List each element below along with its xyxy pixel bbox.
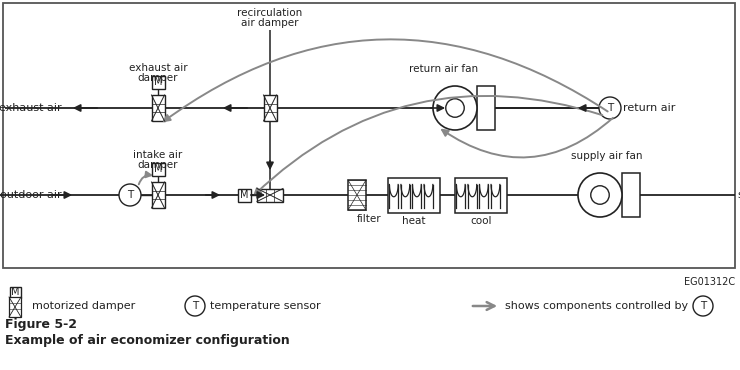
Text: air damper: air damper	[241, 18, 299, 28]
Text: EG01312C: EG01312C	[684, 277, 735, 287]
Text: exhaust air: exhaust air	[0, 103, 62, 113]
Text: Figure 5-2: Figure 5-2	[5, 318, 77, 331]
Bar	[9, 297, 21, 317]
Text: M: M	[154, 77, 162, 87]
Bar	[263, 95, 277, 121]
Circle shape	[599, 97, 621, 119]
Text: Example of air economizer configuration: Example of air economizer configuration	[5, 334, 290, 347]
Bar	[10, 286, 21, 297]
Text: M: M	[240, 190, 248, 200]
Text: M: M	[154, 164, 162, 174]
Bar	[152, 75, 164, 88]
Text: return air: return air	[623, 103, 676, 113]
Bar	[238, 188, 251, 202]
Text: intake air: intake air	[133, 150, 183, 160]
Bar	[3, 3, 735, 268]
Text: T: T	[192, 301, 198, 311]
Circle shape	[693, 296, 713, 316]
Text: recirculation: recirculation	[238, 8, 303, 18]
Circle shape	[119, 184, 141, 206]
Circle shape	[185, 296, 205, 316]
Text: outdoor air: outdoor air	[1, 190, 62, 200]
Bar	[348, 180, 366, 210]
Text: T: T	[700, 301, 706, 311]
Circle shape	[433, 86, 477, 130]
Text: damper: damper	[138, 160, 178, 170]
Text: M: M	[11, 287, 19, 297]
Text: exhaust air: exhaust air	[129, 63, 187, 73]
Circle shape	[591, 186, 609, 204]
Bar	[455, 178, 507, 212]
Text: T: T	[127, 190, 133, 200]
Circle shape	[578, 173, 622, 217]
Bar	[388, 178, 440, 212]
Text: cool: cool	[470, 216, 492, 226]
Text: heat: heat	[403, 216, 425, 226]
Text: motorized damper: motorized damper	[32, 301, 135, 311]
Text: filter: filter	[357, 214, 382, 224]
Bar	[152, 95, 164, 121]
Bar	[477, 86, 495, 130]
Text: return air fan: return air fan	[409, 64, 479, 74]
Bar	[152, 182, 164, 208]
Bar	[152, 162, 164, 175]
Text: temperature sensor: temperature sensor	[210, 301, 320, 311]
Text: supply air fan: supply air fan	[571, 151, 642, 161]
Bar	[257, 188, 283, 202]
Text: damper: damper	[138, 73, 178, 83]
Text: shows components controlled by: shows components controlled by	[505, 301, 688, 311]
Bar	[622, 173, 640, 217]
Circle shape	[445, 99, 464, 117]
Text: T: T	[607, 103, 613, 113]
Text: supply air: supply air	[738, 190, 740, 200]
